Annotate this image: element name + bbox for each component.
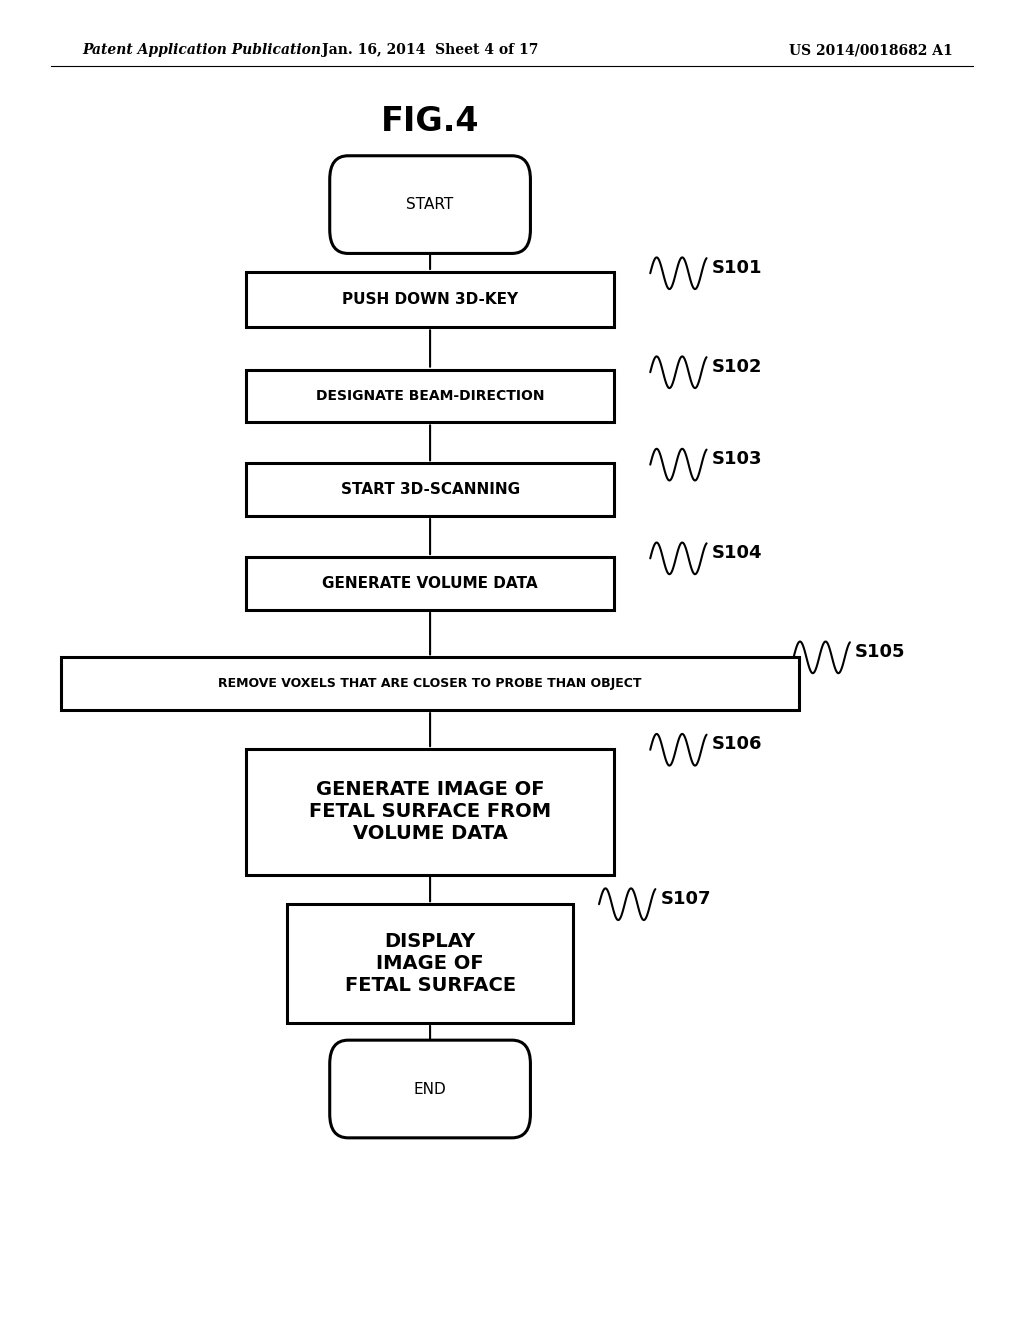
FancyBboxPatch shape bbox=[330, 156, 530, 253]
Text: FIG.4: FIG.4 bbox=[381, 106, 479, 139]
Text: Jan. 16, 2014  Sheet 4 of 17: Jan. 16, 2014 Sheet 4 of 17 bbox=[322, 44, 539, 57]
Text: REMOVE VOXELS THAT ARE CLOSER TO PROBE THAN OBJECT: REMOVE VOXELS THAT ARE CLOSER TO PROBE T… bbox=[218, 677, 642, 690]
Text: START: START bbox=[407, 197, 454, 213]
Text: GENERATE IMAGE OF
FETAL SURFACE FROM
VOLUME DATA: GENERATE IMAGE OF FETAL SURFACE FROM VOL… bbox=[309, 780, 551, 843]
Bar bbox=[246, 272, 614, 327]
FancyBboxPatch shape bbox=[330, 1040, 530, 1138]
Text: S105: S105 bbox=[855, 643, 905, 661]
Text: PUSH DOWN 3D-KEY: PUSH DOWN 3D-KEY bbox=[342, 292, 518, 308]
Text: S101: S101 bbox=[712, 259, 762, 277]
Bar bbox=[246, 557, 614, 610]
Text: S104: S104 bbox=[712, 544, 762, 562]
Bar bbox=[61, 657, 799, 710]
Text: DISPLAY
IMAGE OF
FETAL SURFACE: DISPLAY IMAGE OF FETAL SURFACE bbox=[344, 932, 516, 995]
Text: S102: S102 bbox=[712, 358, 762, 376]
Bar bbox=[246, 750, 614, 874]
Text: S106: S106 bbox=[712, 735, 762, 754]
Text: DESIGNATE BEAM-DIRECTION: DESIGNATE BEAM-DIRECTION bbox=[315, 389, 545, 403]
Text: S103: S103 bbox=[712, 450, 762, 469]
Bar bbox=[287, 904, 573, 1023]
Text: S107: S107 bbox=[660, 890, 711, 908]
Text: Patent Application Publication: Patent Application Publication bbox=[82, 44, 321, 57]
Bar bbox=[246, 463, 614, 516]
Text: START 3D-SCANNING: START 3D-SCANNING bbox=[341, 482, 519, 498]
Text: END: END bbox=[414, 1081, 446, 1097]
Text: GENERATE VOLUME DATA: GENERATE VOLUME DATA bbox=[323, 576, 538, 591]
Bar bbox=[246, 370, 614, 422]
Text: US 2014/0018682 A1: US 2014/0018682 A1 bbox=[788, 44, 952, 57]
